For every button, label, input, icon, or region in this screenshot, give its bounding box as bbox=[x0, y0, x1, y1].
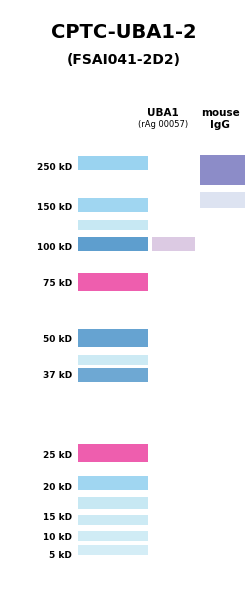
Bar bbox=[78, 156, 148, 170]
Bar bbox=[78, 355, 148, 365]
Bar bbox=[78, 198, 148, 212]
Bar bbox=[78, 476, 148, 490]
Text: (FSAI041-2D2): (FSAI041-2D2) bbox=[67, 53, 181, 67]
Bar bbox=[78, 273, 148, 291]
Text: 250 kD: 250 kD bbox=[37, 163, 72, 172]
Text: mouse: mouse bbox=[201, 108, 239, 118]
Bar bbox=[78, 237, 148, 251]
Bar bbox=[78, 497, 148, 509]
Bar bbox=[78, 545, 148, 555]
Text: 25 kD: 25 kD bbox=[43, 451, 72, 461]
Bar bbox=[78, 444, 148, 462]
Bar bbox=[78, 368, 148, 382]
Text: IgG: IgG bbox=[210, 120, 230, 130]
Bar bbox=[200, 155, 245, 185]
Bar bbox=[152, 237, 195, 251]
Text: 75 kD: 75 kD bbox=[43, 278, 72, 287]
Text: 100 kD: 100 kD bbox=[37, 242, 72, 251]
Text: 10 kD: 10 kD bbox=[43, 533, 72, 541]
Bar bbox=[78, 329, 148, 347]
Text: 150 kD: 150 kD bbox=[37, 203, 72, 212]
Bar bbox=[78, 531, 148, 541]
Text: 20 kD: 20 kD bbox=[43, 484, 72, 493]
Text: 37 kD: 37 kD bbox=[43, 370, 72, 379]
Bar bbox=[78, 515, 148, 525]
Text: UBA1: UBA1 bbox=[147, 108, 179, 118]
Text: 50 kD: 50 kD bbox=[43, 335, 72, 344]
Text: 5 kD: 5 kD bbox=[49, 551, 72, 560]
Text: 15 kD: 15 kD bbox=[43, 512, 72, 521]
Text: CPTC-UBA1-2: CPTC-UBA1-2 bbox=[51, 22, 197, 41]
Bar bbox=[78, 220, 148, 230]
Bar bbox=[200, 192, 245, 208]
Text: (rAg 00057): (rAg 00057) bbox=[138, 120, 188, 129]
